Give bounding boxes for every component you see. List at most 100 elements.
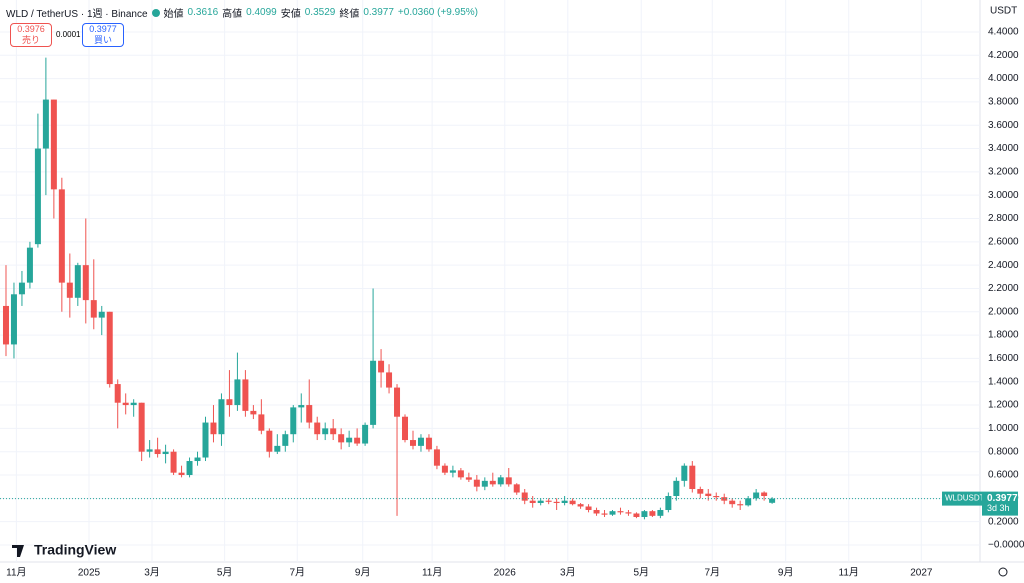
high-label: 高値 [222,9,243,20]
candle-body [425,437,432,450]
price-tag-symbol: WLDUSDT [945,494,985,503]
candle-body [42,99,49,149]
candle-body [553,501,560,504]
sell-price: 0.3976 [17,24,45,34]
candle-body [481,480,488,487]
candle-body [641,511,648,517]
x-tick-label: 2027 [910,568,933,579]
candle-body [98,311,105,318]
candle-body [537,500,544,504]
candle-body [162,451,169,455]
candle-body [761,492,768,497]
y-tick-label: 3.4000 [988,143,1019,154]
settings-icon[interactable] [998,567,1008,577]
buy-label: 買い [93,35,112,45]
candle-body [242,379,249,411]
candle-body [330,428,337,435]
x-tick-label: 11月 [839,567,859,579]
candle-body [122,402,129,406]
candle-body [561,500,568,504]
candle-body [705,493,712,497]
candle-body [386,372,393,388]
y-tick-label: 0.6000 [988,470,1019,481]
x-tick-label: 9月 [355,567,371,579]
candle-body [745,498,752,506]
x-tick-label: 11月 [6,567,26,579]
x-tick-label: 7月 [289,567,305,579]
y-tick-label: 4.0000 [988,73,1019,84]
logo-text: TradingView [34,542,116,558]
candle-body [170,451,177,473]
candle-body [545,500,552,502]
open-label: 始値 [163,9,184,20]
candle-body [673,480,680,497]
y-tick-label: 1.0000 [988,423,1019,434]
candle-body [593,509,600,514]
candle-body [737,504,744,506]
x-tick-label: 2026 [494,568,517,579]
candle-body [362,424,369,444]
y-tick-label: 2.0000 [988,306,1019,317]
candle-body [82,265,89,301]
y-tick-label: 0.8000 [988,446,1019,457]
candle-body [2,305,9,345]
candle-body [282,434,289,446]
symbol: WLD / TetherUS · 1週 · Binance [6,9,148,20]
candle-body [529,500,536,504]
candle-body [154,449,161,455]
candle-body [290,407,297,435]
candle-body [338,434,345,443]
y-tick-label: 0.2000 [988,516,1019,527]
x-tick-label: 5月 [217,567,233,579]
sell-button[interactable]: 0.3976 売り [10,23,52,47]
candle-body [729,500,736,505]
high: 0.4099 [246,7,277,18]
candle-body [258,414,265,431]
grid [0,0,980,562]
candle-body [601,513,608,515]
candle-body [74,265,81,298]
open: 0.3616 [187,7,219,18]
candle-body [130,402,137,406]
candle-body [433,449,440,466]
candle-body [226,399,233,406]
candle-body [114,384,121,403]
candle-body [609,511,616,515]
candle-body [473,479,480,487]
candle-body [769,498,776,503]
buy-button[interactable]: 0.3977 買い [82,23,124,47]
status-dot [151,8,160,17]
candle-body [194,457,201,462]
candle-body [314,422,321,435]
candle-body [417,437,424,446]
spread: 0.0001 [56,30,81,39]
candle-body [218,399,225,435]
y-tick-label: 2.6000 [988,236,1019,247]
candle-body [753,492,760,499]
candle-body [394,387,401,417]
candle-body [697,489,704,494]
x-tick-label: 3月 [560,567,576,579]
candle-body [681,465,688,481]
y-tick-label: 1.8000 [988,330,1019,341]
candle-body [26,247,33,283]
y-tick-label: 4.2000 [988,50,1019,61]
close-label: 終値 [339,9,360,20]
candle-body [497,477,504,485]
y-tick-label: 2.8000 [988,213,1019,224]
candle-body [521,492,528,501]
y-tick-label: 1.6000 [988,353,1019,364]
price-tag [982,491,1018,516]
candle-body [505,477,512,485]
candle-body [322,428,329,435]
candle-body [665,496,672,510]
change: +0.0360 (+9.95%) [397,7,478,18]
x-tick-label: 3月 [144,567,160,579]
x-tick-label: 2025 [78,568,101,579]
candle-body [402,416,409,441]
y-tick-label: −0.0000 [988,540,1024,551]
close: 0.3977 [363,7,394,18]
y-tick-label: 1.2000 [988,400,1019,411]
